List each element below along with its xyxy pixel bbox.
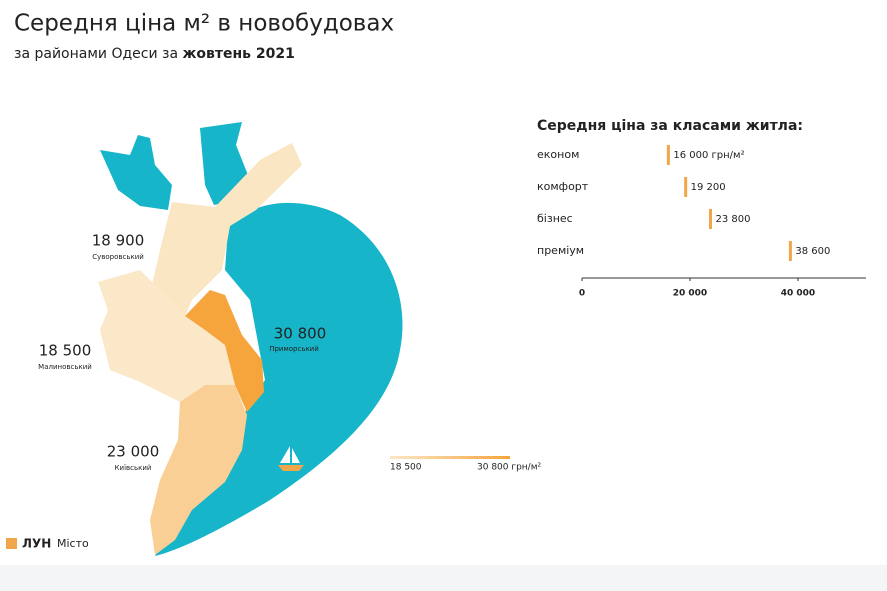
district-value: 30 800 — [274, 325, 327, 343]
district — [152, 143, 302, 316]
district-value: 23 000 — [107, 443, 160, 461]
district-value: 18 500 — [39, 342, 92, 360]
district-name: Малиновський — [38, 363, 92, 371]
lake — [200, 122, 248, 205]
value-label: 38 600 — [795, 246, 830, 257]
logo-brand: ЛУН — [22, 537, 51, 551]
sailboat — [278, 446, 304, 471]
value-label: 16 000 грн/м² — [673, 150, 744, 161]
logo-product: Місто — [57, 537, 89, 550]
value-label: 23 800 — [716, 214, 751, 225]
logo-mark — [6, 538, 17, 549]
x-tick-label: 40 000 — [781, 289, 815, 299]
legend-max: 30 800 грн/м² — [477, 463, 541, 473]
map: 18 900 Суворовський 18 500 Малиновський … — [38, 122, 403, 556]
color-legend — [390, 456, 510, 459]
category-label: преміум — [537, 244, 584, 257]
subtitle: за районами Одеси за жовтень 2021 — [14, 46, 295, 62]
chart-title: Середня ціна за класами житла: — [537, 118, 803, 134]
district-value: 18 900 — [92, 232, 145, 250]
district — [150, 385, 247, 555]
category-label: комфорт — [537, 180, 589, 193]
value-label: 19 200 — [691, 182, 726, 193]
bar — [684, 177, 688, 197]
district-name: Суворовський — [92, 253, 144, 261]
subtitle-bold: жовтень 2021 — [182, 46, 294, 62]
bar-chart: 0 20 000 40 000 економ 16 000 грн/м² комфорт 1… — [537, 145, 866, 299]
category-label: економ — [537, 148, 579, 161]
district — [98, 270, 235, 402]
lake — [100, 135, 172, 210]
bar — [788, 241, 792, 261]
x-tick-label: 0 — [579, 289, 585, 299]
title: Середня ціна м² в новобудовах — [14, 11, 394, 37]
x-tick-label: 20 000 — [673, 289, 707, 299]
footer-strip — [0, 565, 887, 591]
subtitle-text: за районами Одеси за — [14, 46, 182, 62]
district — [185, 290, 264, 412]
bar — [666, 145, 670, 165]
legend-min: 18 500 — [390, 463, 422, 473]
district-name: Київський — [115, 464, 152, 472]
bar — [709, 209, 713, 229]
district-name: Приморський — [269, 345, 319, 353]
category-label: бізнес — [537, 212, 573, 225]
